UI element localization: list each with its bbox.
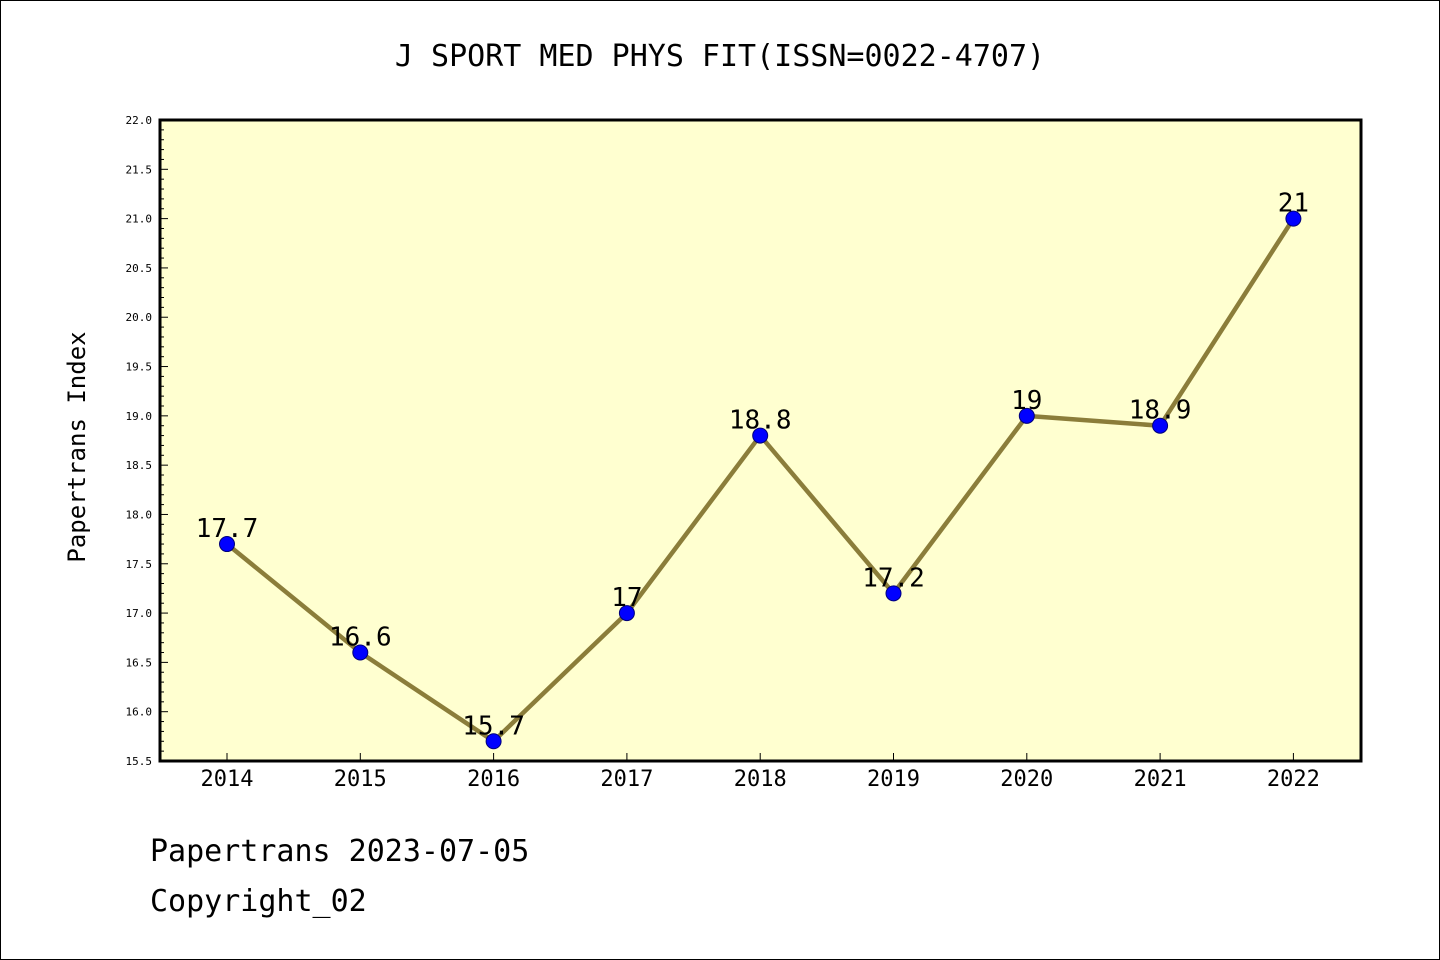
- data-label: 17.2: [862, 563, 925, 593]
- x-axis-ticks: [226, 753, 1294, 761]
- data-point: [219, 536, 235, 553]
- series-markers: [219, 210, 1302, 750]
- chart-title: J SPORT MED PHYS FIT(ISSN=0022-4707): [395, 39, 1045, 74]
- y-tick-label: 17.0: [126, 607, 153, 620]
- y-tick-label: 17.5: [126, 558, 153, 571]
- data-point: [618, 605, 635, 622]
- y-tick-label: 18.5: [126, 459, 153, 472]
- y-tick-label: 16.5: [126, 656, 153, 669]
- data-point: [1152, 417, 1169, 434]
- data-point: [1018, 407, 1035, 424]
- y-tick-label: 20.5: [126, 262, 153, 275]
- x-tick-label: 2015: [334, 767, 387, 792]
- data-point: [752, 427, 769, 444]
- y-tick-label: 21.0: [126, 213, 153, 226]
- y-tick-label: 18.0: [126, 508, 153, 521]
- x-tick-label: 2021: [1134, 767, 1187, 792]
- y-tick-label: 15.5: [126, 755, 153, 768]
- data-label: 18.8: [729, 406, 792, 436]
- y-tick-label: 22.0: [126, 114, 153, 127]
- data-label: 21: [1278, 189, 1309, 219]
- y-axis-ticks: [160, 119, 168, 762]
- x-tick-label: 2016: [467, 767, 520, 792]
- data-point: [1285, 210, 1302, 227]
- y-tick-label: 21.5: [126, 163, 153, 176]
- x-tick-label: 2017: [600, 767, 653, 792]
- data-label: 18.9: [1129, 396, 1192, 426]
- data-label: 15.7: [462, 711, 525, 741]
- footer-copyright: Copyright_02: [150, 884, 367, 919]
- x-tick-label: 2020: [1000, 767, 1053, 792]
- data-point: [885, 585, 902, 602]
- data-point: [485, 733, 502, 750]
- x-tick-label: 2014: [201, 767, 254, 792]
- data-label: 17.7: [196, 514, 259, 544]
- y-axis-label: Papertrans Index: [63, 331, 91, 562]
- footer-date-line: Papertrans 2023-07-05: [150, 834, 530, 869]
- data-labels: 17.7 16.6 15.7 17 18.8 17.2 19 18.9 21: [196, 189, 1309, 742]
- y-tick-label: 20.0: [126, 311, 153, 324]
- x-tick-label: 2019: [867, 767, 920, 792]
- y-tick-label: 16.0: [126, 706, 153, 719]
- y-axis-tick-labels: 15.5 16.0 16.5 17.0 17.5 18.0 18.5 19.0 19.5 20.0…: [126, 114, 153, 768]
- y-tick-label: 19.5: [126, 361, 153, 374]
- data-label: 19: [1011, 386, 1042, 416]
- x-tick-label: 2018: [734, 767, 787, 792]
- x-tick-label: 2022: [1267, 767, 1320, 792]
- x-axis-tick-labels: 2014 2015 2016 2017 2018 2019 2020 2021 2022: [201, 767, 1320, 792]
- y-tick-label: 19.0: [126, 410, 153, 423]
- data-label: 16.6: [329, 623, 392, 653]
- data-label: 17: [611, 583, 642, 613]
- data-point: [352, 644, 369, 661]
